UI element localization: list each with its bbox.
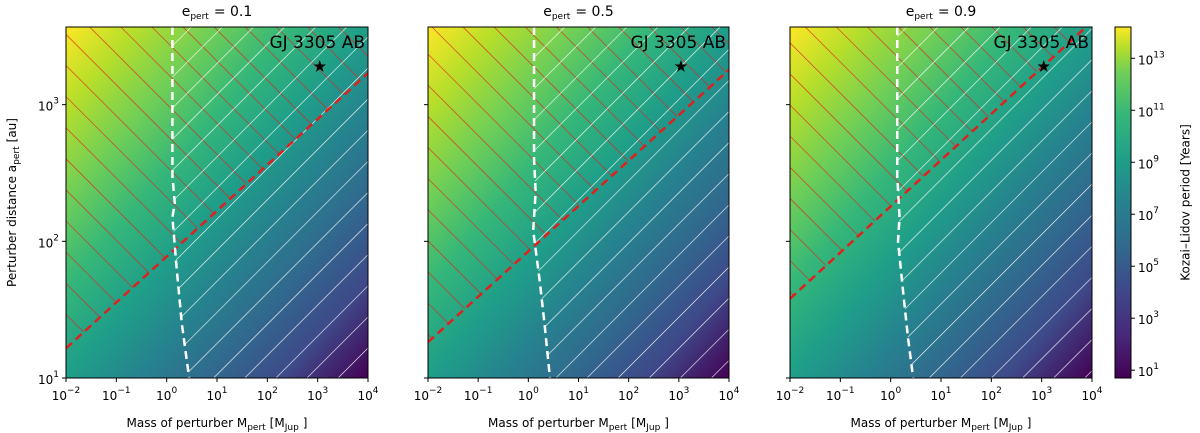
x-tick-label: 103 xyxy=(307,386,328,403)
hatch-region xyxy=(897,27,1092,378)
star-label: GJ 3305 AB xyxy=(630,33,726,53)
dashed-boundary xyxy=(895,27,915,378)
x-tick-label: 10−1 xyxy=(826,386,855,403)
x-tick-label: 104 xyxy=(357,386,378,403)
x-tick-label: 100 xyxy=(518,386,539,403)
colorbar-tick-label: 105 xyxy=(1138,258,1159,275)
x-tick-label: 10−2 xyxy=(776,386,805,403)
colorbar-tick-label: 1011 xyxy=(1138,102,1165,119)
x-tick-label: 102 xyxy=(257,386,278,403)
colorbar-tick-label: 101 xyxy=(1138,362,1159,379)
x-axis-label: Mass of perturber Mpert [MJup] xyxy=(851,416,1032,433)
star-marker xyxy=(1037,60,1050,72)
panel-title: epert = 0.5 xyxy=(543,4,614,22)
dashed-boundary xyxy=(531,27,552,378)
panel-title: epert = 0.9 xyxy=(906,4,977,22)
x-tick-label: 10−2 xyxy=(414,386,443,403)
x-tick-label: 102 xyxy=(981,386,1002,403)
star-marker xyxy=(313,60,326,72)
x-tick-label: 103 xyxy=(1031,386,1052,403)
dashed-boundary xyxy=(66,72,368,350)
plot-area xyxy=(428,27,729,378)
x-tick-label: 104 xyxy=(718,386,739,403)
star-label: GJ 3305 AB xyxy=(993,33,1089,53)
x-tick-label: 10−2 xyxy=(52,386,81,403)
x-tick-label: 100 xyxy=(880,386,901,403)
x-tick-label: 10−1 xyxy=(102,386,131,403)
plot-area xyxy=(66,27,368,378)
colorbar-tick-label: 107 xyxy=(1138,206,1159,223)
colorbar-label: Kozai–Lidov period [Years] xyxy=(1179,124,1193,281)
dashed-boundary xyxy=(790,27,1087,300)
y-tick-label: 102 xyxy=(38,233,59,250)
x-tick-label: 10−1 xyxy=(464,386,493,403)
x-tick-label: 103 xyxy=(668,386,689,403)
panel-title: epert = 0.1 xyxy=(182,4,253,22)
x-tick-label: 102 xyxy=(618,386,639,403)
colorbar-tick-label: 1013 xyxy=(1138,50,1165,67)
dashed-boundary xyxy=(428,68,729,344)
colorbar xyxy=(1114,26,1132,379)
x-tick-label: 101 xyxy=(568,386,589,403)
star-marker xyxy=(674,60,688,72)
y-tick-label: 103 xyxy=(38,96,59,113)
plot-area xyxy=(790,27,1092,378)
x-axis-label: Mass of perturber Mpert [MJup] xyxy=(127,416,308,433)
hatch-region xyxy=(172,27,368,378)
x-tick-label: 104 xyxy=(1081,386,1102,403)
star-label: GJ 3305 AB xyxy=(269,33,365,53)
x-tick-label: 100 xyxy=(156,386,177,403)
x-tick-label: 101 xyxy=(206,386,227,403)
y-axis-label: Perturber distance apert[au] xyxy=(5,118,22,287)
y-tick-label: 101 xyxy=(38,370,59,387)
colorbar-tick-label: 109 xyxy=(1138,154,1159,171)
x-tick-label: 101 xyxy=(930,386,951,403)
colorbar-tick-label: 103 xyxy=(1138,310,1159,327)
x-axis-label: Mass of perturber Mpert [MJup] xyxy=(488,416,669,433)
dashed-boundary xyxy=(171,27,191,378)
